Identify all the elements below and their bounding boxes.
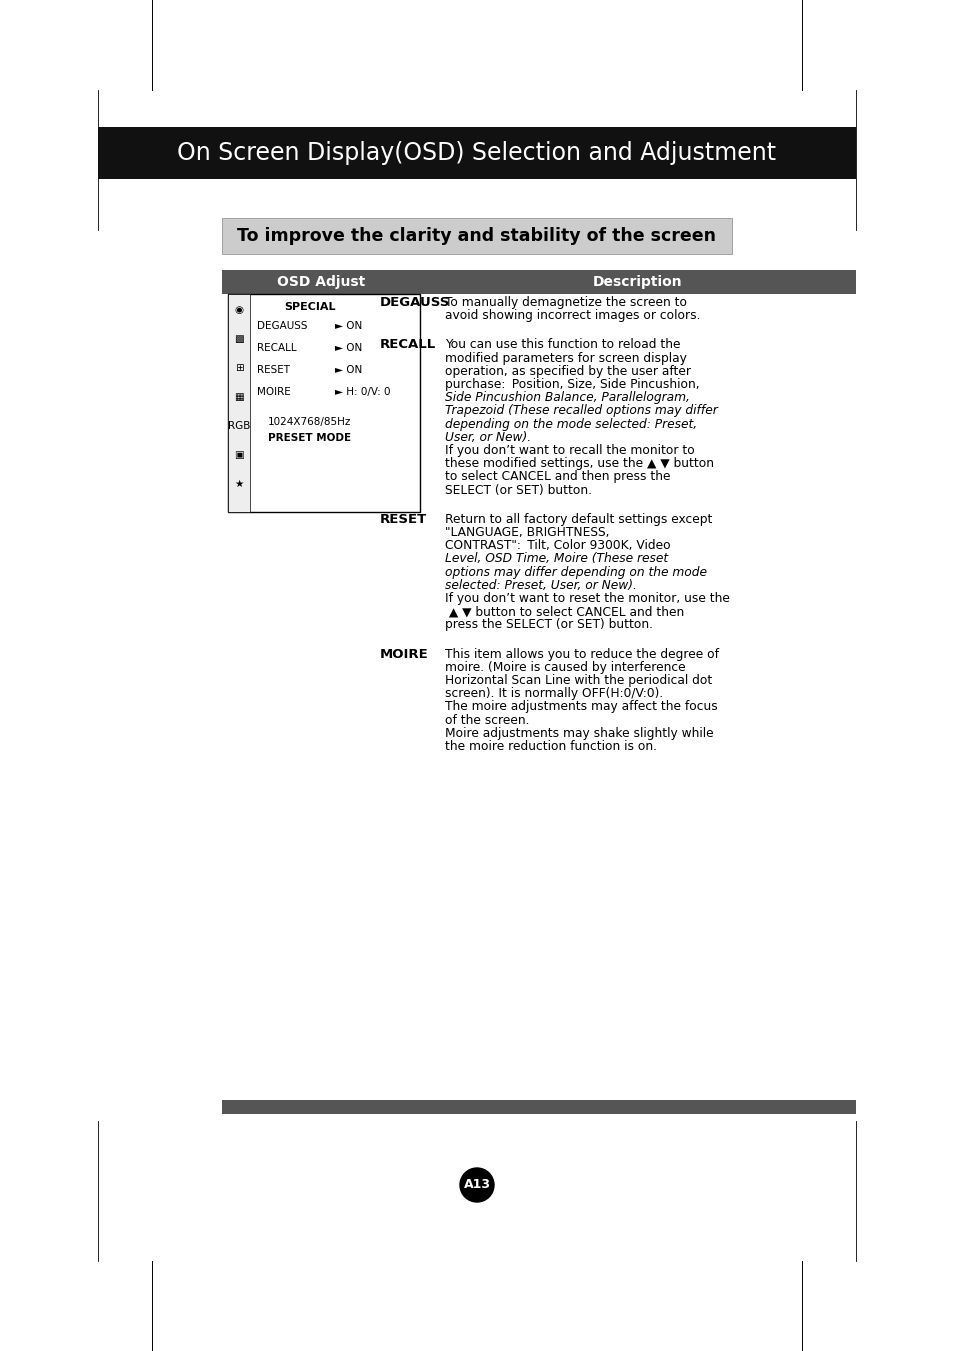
Bar (228, 295, 419, 512)
Text: To improve the clarity and stability of the screen: To improve the clarity and stability of … (237, 227, 716, 245)
Text: "LANGUAGE, BRIGHTNESS,: "LANGUAGE, BRIGHTNESS, (444, 526, 609, 539)
Text: the moire reduction function is on.: the moire reduction function is on. (444, 740, 657, 753)
Bar (222, 1100, 855, 1115)
Bar (98, 127, 855, 178)
Text: Side Pincushion Balance, Parallelogram,: Side Pincushion Balance, Parallelogram, (444, 392, 689, 404)
Text: ► H: 0/V: 0: ► H: 0/V: 0 (335, 386, 390, 397)
Text: RESET: RESET (379, 513, 427, 526)
Text: OSD Adjust: OSD Adjust (276, 276, 365, 289)
Text: RECALL: RECALL (379, 338, 436, 351)
Text: of the screen.: of the screen. (444, 713, 529, 727)
Text: screen). It is normally OFF(H:0/V:0).: screen). It is normally OFF(H:0/V:0). (444, 688, 662, 700)
Text: RGB: RGB (228, 422, 250, 431)
Text: ▩: ▩ (233, 334, 244, 345)
Text: A13: A13 (463, 1178, 490, 1192)
Text: to select CANCEL and then press the: to select CANCEL and then press the (444, 470, 670, 484)
Text: Horizontal Scan Line with the periodical dot: Horizontal Scan Line with the periodical… (444, 674, 712, 688)
Bar (222, 270, 855, 295)
Text: ★: ★ (234, 480, 243, 489)
Text: PRESET MODE: PRESET MODE (268, 434, 352, 443)
Text: moire. (Moire is caused by interference: moire. (Moire is caused by interference (444, 661, 685, 674)
Circle shape (459, 1169, 494, 1202)
Text: ► ON: ► ON (335, 365, 362, 376)
Text: depending on the mode selected: Preset,: depending on the mode selected: Preset, (444, 417, 697, 431)
Text: Level, OSD Time, Moire (These reset: Level, OSD Time, Moire (These reset (444, 553, 667, 566)
Text: Description: Description (593, 276, 682, 289)
Text: 1024X768/85Hz: 1024X768/85Hz (268, 417, 352, 427)
Text: purchase:  Position, Size, Side Pincushion,: purchase: Position, Size, Side Pincushio… (444, 378, 699, 390)
Text: If you don’t want to recall the monitor to: If you don’t want to recall the monitor … (444, 444, 694, 457)
Text: ◉: ◉ (234, 305, 243, 315)
Text: SPECIAL: SPECIAL (284, 303, 335, 312)
Text: these modified settings, use the ▲ ▼ button: these modified settings, use the ▲ ▼ but… (444, 457, 713, 470)
Text: DEGAUSS: DEGAUSS (379, 296, 450, 309)
Text: DEGAUSS: DEGAUSS (256, 322, 307, 331)
Text: SELECT (or SET) button.: SELECT (or SET) button. (444, 484, 592, 497)
Text: ▣: ▣ (233, 450, 244, 459)
Text: You can use this function to reload the: You can use this function to reload the (444, 338, 679, 351)
Text: MOIRE: MOIRE (379, 647, 428, 661)
Text: ⊞: ⊞ (234, 363, 243, 373)
Text: To manually demagnetize the screen to: To manually demagnetize the screen to (444, 296, 686, 309)
Text: operation, as specified by the user after: operation, as specified by the user afte… (444, 365, 690, 378)
Text: selected: Preset, User, or New).: selected: Preset, User, or New). (444, 578, 637, 592)
Text: CONTRAST":  Tilt, Color 9300K, Video: CONTRAST": Tilt, Color 9300K, Video (444, 539, 670, 553)
Text: ► ON: ► ON (335, 343, 362, 353)
Text: If you don’t want to reset the monitor, use the: If you don’t want to reset the monitor, … (444, 592, 729, 605)
Bar (228, 295, 250, 512)
Text: MOIRE: MOIRE (256, 386, 291, 397)
Text: Moire adjustments may shake slightly while: Moire adjustments may shake slightly whi… (444, 727, 713, 740)
Text: Trapezoid (These recalled options may differ: Trapezoid (These recalled options may di… (444, 404, 717, 417)
Text: RESET: RESET (256, 365, 290, 376)
Text: ▲ ▼ button to select CANCEL and then: ▲ ▼ button to select CANCEL and then (444, 605, 683, 619)
Text: RECALL: RECALL (256, 343, 296, 353)
Bar (222, 218, 731, 254)
Text: modified parameters for screen display: modified parameters for screen display (444, 351, 686, 365)
Text: ► ON: ► ON (335, 322, 362, 331)
Text: avoid showing incorrect images or colors.: avoid showing incorrect images or colors… (444, 309, 700, 322)
Text: This item allows you to reduce the degree of: This item allows you to reduce the degre… (444, 647, 719, 661)
Text: On Screen Display(OSD) Selection and Adjustment: On Screen Display(OSD) Selection and Adj… (177, 141, 776, 165)
Text: The moire adjustments may affect the focus: The moire adjustments may affect the foc… (444, 700, 717, 713)
Text: press the SELECT (or SET) button.: press the SELECT (or SET) button. (444, 619, 652, 631)
Text: options may differ depending on the mode: options may differ depending on the mode (444, 566, 706, 578)
Text: ▦: ▦ (233, 392, 244, 403)
Text: Return to all factory default settings except: Return to all factory default settings e… (444, 513, 712, 526)
Text: User, or New).: User, or New). (444, 431, 531, 443)
